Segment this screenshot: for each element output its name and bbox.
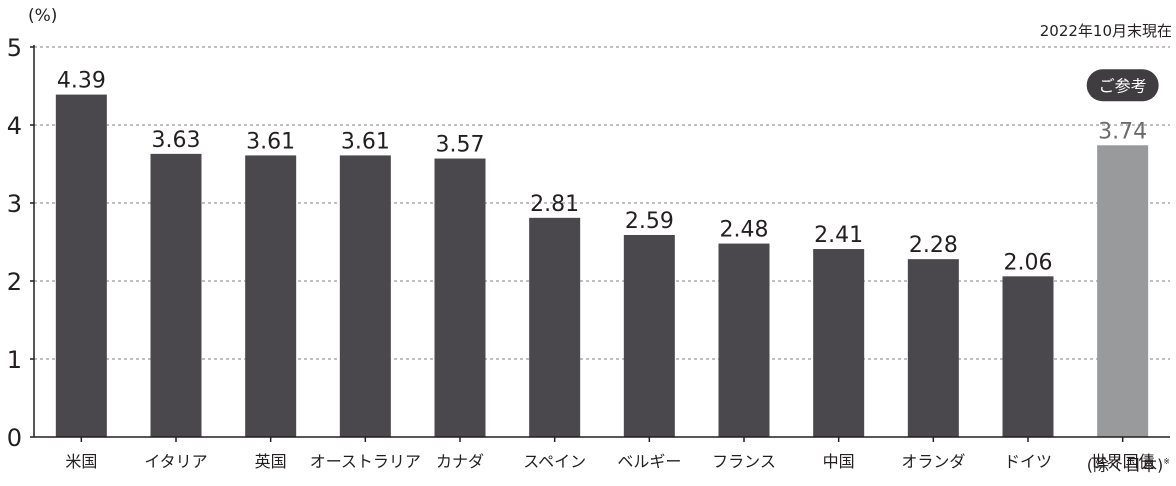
category-label-6: ベルギー: [617, 452, 681, 471]
category-label-9: オランダ: [901, 452, 965, 471]
reference-badge-text: ご参考: [1099, 76, 1147, 95]
y-tick-label-2: 2: [7, 268, 22, 296]
value-label-0: 4.39: [57, 69, 106, 94]
bar-4: [434, 158, 486, 438]
category-label-7: フランス: [712, 452, 776, 471]
y-tick-label-5: 5: [7, 34, 22, 62]
reference-badge: [1086, 69, 1159, 102]
category-label-1: イタリア: [144, 452, 207, 471]
reference-sub-label-text: (除く日本): [1086, 455, 1164, 475]
y-tick-label-4: 4: [7, 112, 22, 140]
category-label-8: 中国: [823, 452, 855, 471]
note-mark: ※: [1163, 457, 1170, 466]
as-of-date: 2022年10月末現在: [1039, 22, 1172, 40]
category-label-4: カナダ: [436, 452, 484, 471]
reference-bar: [1097, 145, 1149, 437]
y-tick-label-3: 3: [7, 190, 22, 218]
category-label-10: ドイツ: [1004, 452, 1052, 471]
bar-0: [55, 94, 107, 437]
bar-9: [907, 259, 959, 437]
value-label-3: 3.61: [341, 129, 390, 154]
bar-3: [339, 155, 391, 438]
value-label-2: 3.61: [246, 129, 295, 154]
category-label-0: 米国: [65, 452, 97, 471]
value-label-8: 2.41: [814, 223, 863, 248]
bar-6: [623, 234, 675, 437]
y-tick-label-0: 0: [7, 424, 22, 452]
value-label-1: 3.63: [152, 128, 201, 153]
bar-7: [718, 243, 770, 437]
bars: [55, 94, 1149, 438]
labels: 0 1 2 3 4 5 4.39 米国 3.63 イタリア 3.61 英国 3.61 オーストラリア 3.5…: [7, 34, 1159, 471]
bar-1: [150, 153, 202, 438]
value-label-11: 3.74: [1098, 119, 1147, 144]
value-label-6: 2.59: [625, 209, 674, 234]
value-label-9: 2.28: [909, 233, 958, 258]
value-label-5: 2.81: [530, 192, 579, 217]
category-label-3: オーストラリア: [310, 452, 421, 471]
value-label-7: 2.48: [720, 218, 769, 243]
category-label-2: 英国: [255, 452, 287, 471]
y-tick-label-1: 1: [7, 346, 22, 374]
bar-5: [529, 217, 581, 437]
axes: [30, 45, 1170, 442]
category-label-11: 世界国債: [1091, 452, 1155, 471]
y-axis-unit: (%): [28, 6, 58, 26]
value-label-10: 2.06: [1004, 250, 1053, 275]
category-label-5: スペイン: [523, 452, 586, 471]
gridlines: [34, 46, 1170, 360]
bar-10: [1002, 276, 1054, 437]
value-label-4: 3.57: [436, 133, 485, 158]
bar-2: [245, 155, 297, 438]
bar-8: [813, 249, 865, 437]
reference-sub-label: (除く日本)※: [1087, 453, 1170, 474]
